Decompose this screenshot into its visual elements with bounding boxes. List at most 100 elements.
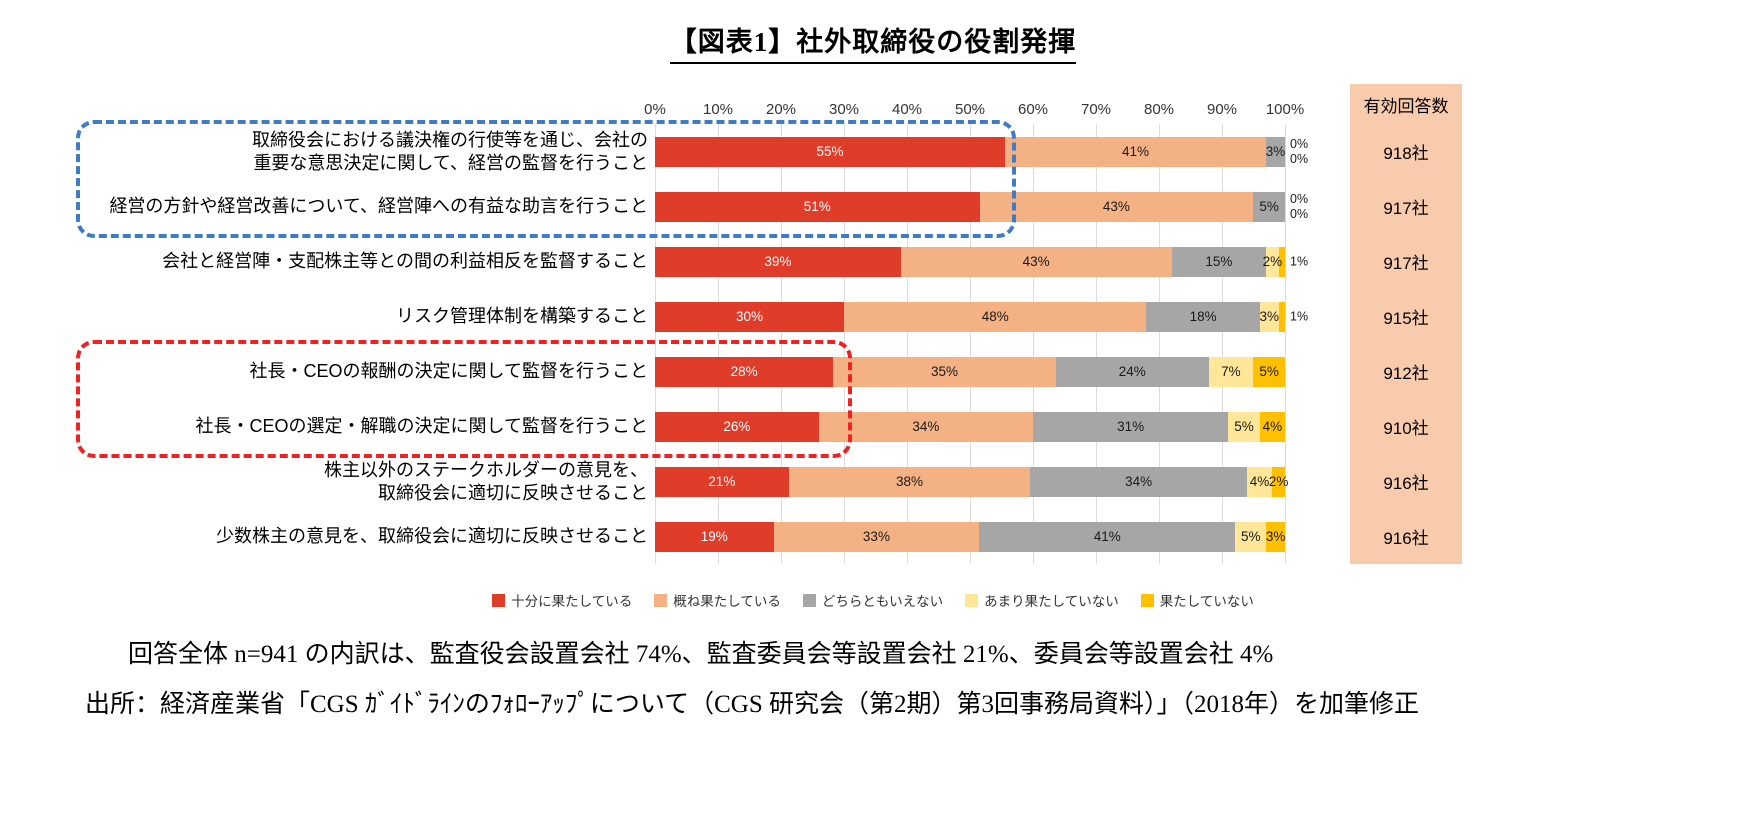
legend: 十分に果たしている 概ね果たしている どちらともいえない あまり果たしていない 果たして… [0, 590, 1746, 610]
gridline [1096, 124, 1097, 564]
segment-value-label: 43% [1102, 199, 1130, 214]
bar-track: 55% 41% 3% 0% 0% [655, 124, 1308, 179]
valid-response-value: 910社 [1383, 419, 1429, 438]
chart-row: 会社と経営陣・支配株主等との間の利益相反を監督すること 39% 43% 15% 2% 1% [85, 234, 1308, 289]
valid-responses-header: 有効回答数 [1363, 96, 1449, 116]
bar-segment: 3% [1266, 521, 1285, 552]
bar-segment: 5% [1235, 521, 1267, 552]
segment-value-label: 5% [1259, 364, 1279, 379]
segment-value-label: 28% [730, 364, 758, 379]
legend-label: 十分に果たしている [511, 594, 633, 609]
bar-segment: 18% [1146, 301, 1260, 332]
stacked-bar: 55% 41% 3% [655, 136, 1286, 167]
segment-value-label: 30% [735, 309, 764, 324]
axis-tick: 90% [1206, 101, 1238, 118]
axis-tick: 40% [891, 101, 923, 118]
gridline [1159, 124, 1160, 564]
chart-row: 社長・CEOの報酬の決定に関して監督を行うこと 28% 35% 24% 7% 5% [85, 344, 1286, 399]
segment-value-label: 48% [981, 309, 1009, 324]
stacked-bar: 21% 38% 34% 4% 2% [655, 466, 1288, 497]
valid-response-value: 916社 [1383, 529, 1429, 548]
category-label: 株主以外のステークホルダーの意見を、 取締役会に適切に反映させること [324, 460, 648, 503]
segment-value-label: 39% [764, 254, 792, 269]
stacked-bar: 51% 43% 5% [655, 191, 1285, 222]
bar-segment: 4% [1259, 411, 1285, 442]
axis-tick: 0% [644, 101, 666, 118]
segment-value-label: 2% [1262, 254, 1283, 269]
gridline [907, 124, 908, 564]
legend-swatch [802, 593, 816, 607]
segment-value-label: 31% [1117, 419, 1145, 434]
rows-container: 取締役会における議決権の行使等を通じ、会社の 重要な意思決定に関して、経営の監督を… [85, 124, 1308, 564]
stacked-bar: 39% 43% 15% 2% [655, 246, 1285, 277]
segment-value-label: 3% [1259, 309, 1280, 324]
title-wrap: 【図表1】社外取締役の役割発揮 [0, 0, 1746, 64]
stacked-bar: 19% 33% 41% 5% 3% [655, 521, 1285, 552]
category-label: 社長・CEOの選定・解職の決定に関して監督を行うこと [195, 416, 648, 437]
axis-tick: 60% [1017, 101, 1049, 118]
chart-row: 少数株主の意見を、取締役会に適切に反映させること 19% 33% 41% 5% 3% [85, 509, 1285, 564]
valid-values: 918社 917社 917社 915社 912社 910社 916社 916社 [1350, 124, 1462, 564]
bar-segment: 15% [1171, 246, 1267, 277]
bar-segment: 35% [833, 356, 1056, 387]
bar-segment: 31% [1033, 411, 1229, 442]
outside-value-labels: 1% [1290, 254, 1309, 268]
segment-value-label: 41% [1093, 529, 1121, 544]
bar-segment: 43% [979, 191, 1254, 222]
segment-value-label: 3% [1265, 144, 1286, 159]
bar-segment: 2% [1269, 466, 1288, 497]
bar-segment: 41% [979, 521, 1236, 552]
bar-track: 19% 33% 41% 5% 3% [655, 509, 1285, 564]
legend-item: 概ね果たしている [654, 590, 781, 610]
source-note: 出所：経済産業省「CGS ｶﾞｲﾄﾞﾗｲﾝのﾌｫﾛｰｱｯﾌﾟについて（CGS 研… [85, 691, 1420, 718]
segment-value-label: 19% [700, 529, 728, 544]
legend-item: 果たしていない [1140, 590, 1254, 610]
chart-area: 0% 10% 20% 30% 40% 50% 60% 70% 80% 90% 100% 取締役会にお… [85, 84, 1746, 564]
bar-segment: 55% [655, 136, 1005, 167]
segment-value-label: 21% [708, 474, 736, 489]
segment-value-label: 5% [1259, 199, 1279, 214]
category-label: 取締役会における議決権の行使等を通じ、会社の 重要な意思決定に関して、経営の監督を… [252, 130, 648, 173]
segment-value-label: 2% [1268, 474, 1289, 489]
valid-responses-column: 有効回答数 918社 917社 917社 915社 912社 910社 916社 916社 [1350, 84, 1462, 564]
valid-response-value: 915社 [1383, 309, 1429, 328]
bar-segment: 30% [655, 301, 844, 332]
segment-value-label: 5% [1234, 419, 1254, 434]
bar-segment: 39% [655, 246, 901, 277]
gridline [844, 124, 845, 564]
legend-item: 十分に果たしている [492, 590, 632, 610]
legend-item: どちらともいえない [802, 590, 944, 610]
bar-segment [1278, 301, 1286, 332]
segment-value-label: 24% [1118, 364, 1146, 379]
bar-segment: 5% [1253, 356, 1286, 387]
segment-value-label: 43% [1022, 254, 1050, 269]
bar-segment: 3% [1259, 301, 1280, 332]
legend-swatch [965, 593, 979, 607]
plot-block: 0% 10% 20% 30% 40% 50% 60% 70% 80% 90% 100% 取締役会にお… [85, 84, 1308, 564]
axis-tick: 30% [828, 101, 860, 118]
bar-track: 51% 43% 5% 0% 0% [655, 179, 1308, 234]
bar-segment: 4% [1246, 466, 1273, 497]
bar-segment: 38% [788, 466, 1031, 497]
axis-tick: 10% [702, 101, 734, 118]
gridline [1033, 124, 1034, 564]
category-label: 経営の方針や経営改善について、経営陣への有益な助言を行うこと [109, 196, 648, 217]
bar-track: 21% 38% 34% 4% 2% [655, 454, 1288, 509]
outside-value-labels: 1% [1290, 309, 1309, 323]
segment-value-label: 51% [803, 199, 831, 214]
chart-row: 株主以外のステークホルダーの意見を、 取締役会に適切に反映させること 21% 38% 3… [85, 454, 1288, 509]
bar-segment: 19% [655, 521, 774, 552]
valid-response-value: 916社 [1383, 474, 1429, 493]
segment-value-label: 5% [1240, 529, 1261, 544]
segment-value-label: 35% [931, 364, 959, 379]
gridline [1222, 124, 1223, 564]
segment-value-label: 26% [723, 419, 751, 434]
bar-segment: 51% [655, 191, 980, 222]
gridline [718, 124, 719, 564]
bar-track: 30% 48% 18% 3% 1% [655, 289, 1308, 344]
bar-segment: 5% [1253, 191, 1285, 222]
bar-segment: 7% [1208, 356, 1254, 387]
legend-label: どちらともいえない [821, 594, 944, 609]
segment-value-label: 33% [862, 529, 890, 544]
